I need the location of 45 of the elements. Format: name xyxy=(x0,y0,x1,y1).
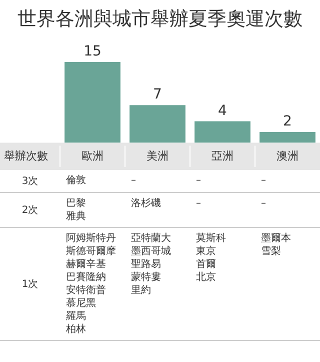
text: 安特衛普 xyxy=(66,285,106,296)
text: 雪梨 xyxy=(261,246,281,257)
category-label: 1次 xyxy=(22,279,38,290)
x-axis-title: 舉辦次數 xyxy=(4,149,48,162)
bar xyxy=(130,105,186,143)
data-label: 4 xyxy=(218,102,228,119)
x-tick-label: 美洲 xyxy=(146,149,168,162)
category-label: 3次 xyxy=(22,176,38,187)
text: – xyxy=(261,198,266,209)
x-tick-label: 亞洲 xyxy=(212,149,234,162)
text: 洛杉磯 xyxy=(131,198,161,209)
category-label: 2次 xyxy=(22,205,38,216)
text: 巴黎 xyxy=(66,198,86,209)
text: 墨西哥城 xyxy=(131,246,171,257)
text: 倫敦 xyxy=(66,175,86,186)
text: 首爾 xyxy=(196,259,216,270)
data-label: 15 xyxy=(84,44,102,60)
data-label: 7 xyxy=(153,86,162,103)
x-tick-label: 歐洲 xyxy=(82,149,104,162)
text: 羅馬 xyxy=(66,311,86,322)
bar xyxy=(260,132,316,143)
x-tick-label: 澳洲 xyxy=(276,149,298,162)
text: – xyxy=(196,175,201,186)
text: 斯德哥爾摩 xyxy=(66,246,116,257)
text: – xyxy=(261,175,266,186)
text: 赫爾辛基 xyxy=(66,259,106,270)
text: 蒙特婁 xyxy=(131,272,161,283)
bar xyxy=(64,62,120,143)
text: – xyxy=(131,175,136,186)
chart-title: 世界各洲與城市舉辦夏季奧運次數 xyxy=(16,7,304,32)
text: 阿姆斯特丹 xyxy=(66,233,116,244)
text: 雅典 xyxy=(66,211,86,222)
text: 東京 xyxy=(196,246,216,257)
text: 聖路易 xyxy=(131,259,161,270)
text: 柏林 xyxy=(66,324,86,335)
text: 亞特蘭大 xyxy=(131,233,171,244)
text: 里約 xyxy=(131,285,151,296)
text: 巴賽隆納 xyxy=(66,272,106,283)
text: 慕尼黑 xyxy=(66,298,96,309)
text: 莫斯科 xyxy=(196,233,226,244)
text: – xyxy=(196,198,201,209)
text: 墨爾本 xyxy=(261,233,291,244)
data-label: 2 xyxy=(283,114,292,130)
bar xyxy=(194,121,250,143)
text: 北京 xyxy=(196,272,216,283)
